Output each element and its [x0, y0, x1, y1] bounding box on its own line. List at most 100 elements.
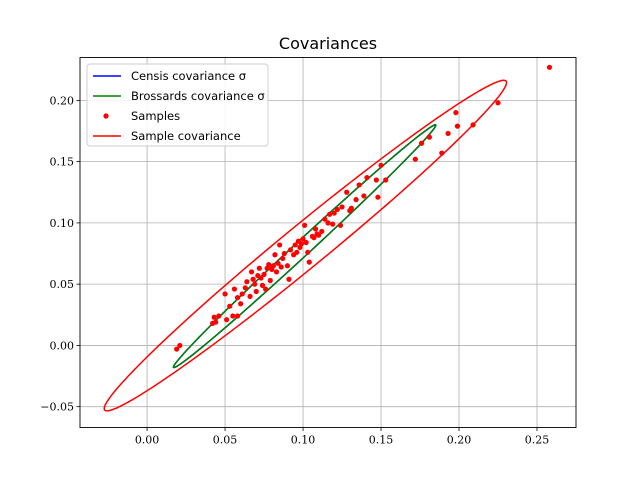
sample-point [339, 204, 345, 210]
sample-point [322, 216, 328, 222]
sample-point [281, 250, 287, 257]
sample-point [348, 205, 354, 211]
sample-point [234, 313, 241, 319]
sample-point [316, 232, 322, 238]
legend-marker-samples [103, 113, 109, 119]
chart-title: Covariances [279, 34, 377, 53]
sample-point [361, 193, 367, 199]
sample-point [280, 255, 286, 262]
sample-point [224, 317, 230, 323]
sample-point [177, 342, 183, 349]
sample-point [337, 222, 344, 228]
series-layer [103, 64, 553, 412]
sample-point [230, 313, 236, 319]
y-tick-label: 0.10 [50, 217, 75, 230]
sample-point [244, 279, 250, 285]
sample-point [344, 189, 350, 195]
sample-point [331, 210, 337, 216]
sample-point [213, 319, 219, 325]
sample-point [300, 236, 306, 242]
sample-point [445, 130, 451, 137]
sample-point [302, 222, 308, 228]
sample-point [378, 162, 384, 168]
y-tick-label: 0.00 [50, 339, 75, 352]
plot-frame [79, 57, 577, 428]
sample-point [258, 275, 264, 281]
sample-point [412, 156, 418, 162]
sample-point [312, 226, 319, 232]
sample-point [356, 182, 362, 188]
sample-point [277, 242, 283, 248]
sample-point [231, 286, 238, 292]
x-tick-label: 0.05 [213, 434, 238, 447]
sample-point [292, 242, 298, 248]
y-tick-label: −0.05 [40, 401, 74, 414]
sample-point [303, 239, 309, 246]
sample-point [325, 220, 331, 226]
sample-point [266, 261, 272, 268]
y-axis-ticks: −0.05 0.00 0.05 0.10 0.15 0.20 [40, 94, 80, 414]
series-1-ellipse [172, 124, 437, 369]
legend-label-2: Samples [131, 109, 180, 123]
sample-point [272, 252, 278, 258]
sample-point [286, 276, 292, 282]
sample-point [253, 288, 259, 295]
x-tick-label: 0.25 [525, 434, 550, 447]
sample-point [270, 263, 277, 269]
sample-point [174, 346, 180, 352]
sample-point [439, 150, 445, 156]
sample-point [373, 177, 379, 183]
sample-point [298, 241, 305, 247]
sample-point [259, 282, 266, 288]
x-tick-label: 0.20 [447, 434, 472, 447]
sample-point [242, 285, 248, 291]
y-tick-label: 0.05 [50, 278, 75, 291]
sample-point [222, 291, 228, 297]
legend: Censis covariance σ Brossards covariance … [86, 63, 269, 147]
sample-point [263, 286, 269, 292]
sample-point [252, 281, 258, 287]
sample-point [287, 247, 294, 253]
series-3-ellipse [103, 79, 508, 412]
sample-point [267, 277, 273, 284]
sample-point [278, 264, 284, 270]
sample-point [319, 228, 325, 235]
sample-point [256, 265, 262, 271]
sample-point [383, 177, 389, 183]
sample-point [375, 194, 381, 200]
sample-point [546, 64, 553, 70]
sample-point [250, 276, 256, 282]
y-tick-label: 0.15 [50, 156, 75, 169]
sample-point [273, 269, 280, 275]
legend-label-3: Sample covariance [131, 129, 241, 143]
sample-point [294, 249, 300, 255]
sample-point [495, 100, 501, 106]
sample-point [248, 269, 255, 275]
sample-point [311, 234, 317, 241]
sample-point [326, 211, 333, 217]
sample-point [353, 197, 359, 203]
x-tick-label: 0.00 [135, 434, 160, 447]
legend-box [86, 63, 269, 147]
y-tick-label: 0.20 [50, 94, 75, 107]
x-axis-ticks: 0.00 0.05 0.10 0.15 0.20 0.25 [135, 427, 550, 447]
sample-point [330, 221, 336, 227]
sample-point [454, 123, 461, 129]
x-tick-label: 0.10 [291, 434, 316, 447]
sample-point [470, 122, 476, 128]
sample-point [418, 140, 425, 146]
sample-point [334, 206, 340, 213]
sample-point [211, 314, 217, 320]
sample-point [247, 293, 253, 300]
sample-point [239, 291, 245, 297]
sample-point [305, 249, 311, 255]
sample-point [227, 303, 233, 309]
sample-point [275, 260, 281, 266]
sample-point [306, 259, 312, 265]
x-tick-label: 0.15 [369, 434, 394, 447]
sample-point [284, 263, 291, 269]
legend-label-1: Brossards covariance σ [131, 89, 265, 103]
sample-point [216, 313, 222, 319]
sample-point [234, 295, 241, 301]
